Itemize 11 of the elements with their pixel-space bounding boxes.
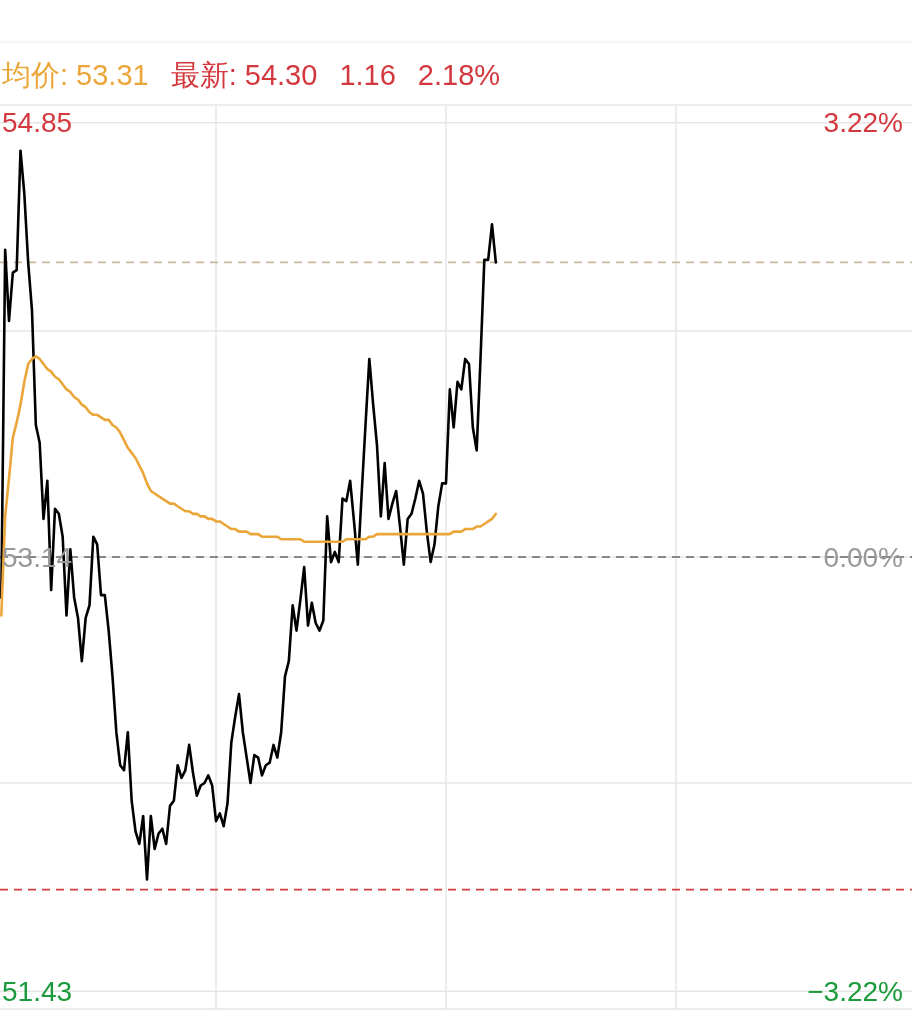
text: 最新: 54.30	[170, 59, 318, 91]
line-series	[0, 149, 498, 881]
y2-tick-label: 0.00%	[823, 541, 903, 573]
text: 2.18%	[417, 59, 501, 91]
text: 1.16	[339, 59, 396, 91]
y2-tick-label: 3.22%	[823, 107, 903, 139]
y-tick-label: 51.43	[2, 975, 73, 1007]
text: 均价: 53.31	[1, 59, 149, 91]
y2-tick-label: −3.22%	[807, 975, 903, 1007]
y-tick-label: 54.85	[2, 107, 73, 139]
line-series	[0, 355, 498, 617]
